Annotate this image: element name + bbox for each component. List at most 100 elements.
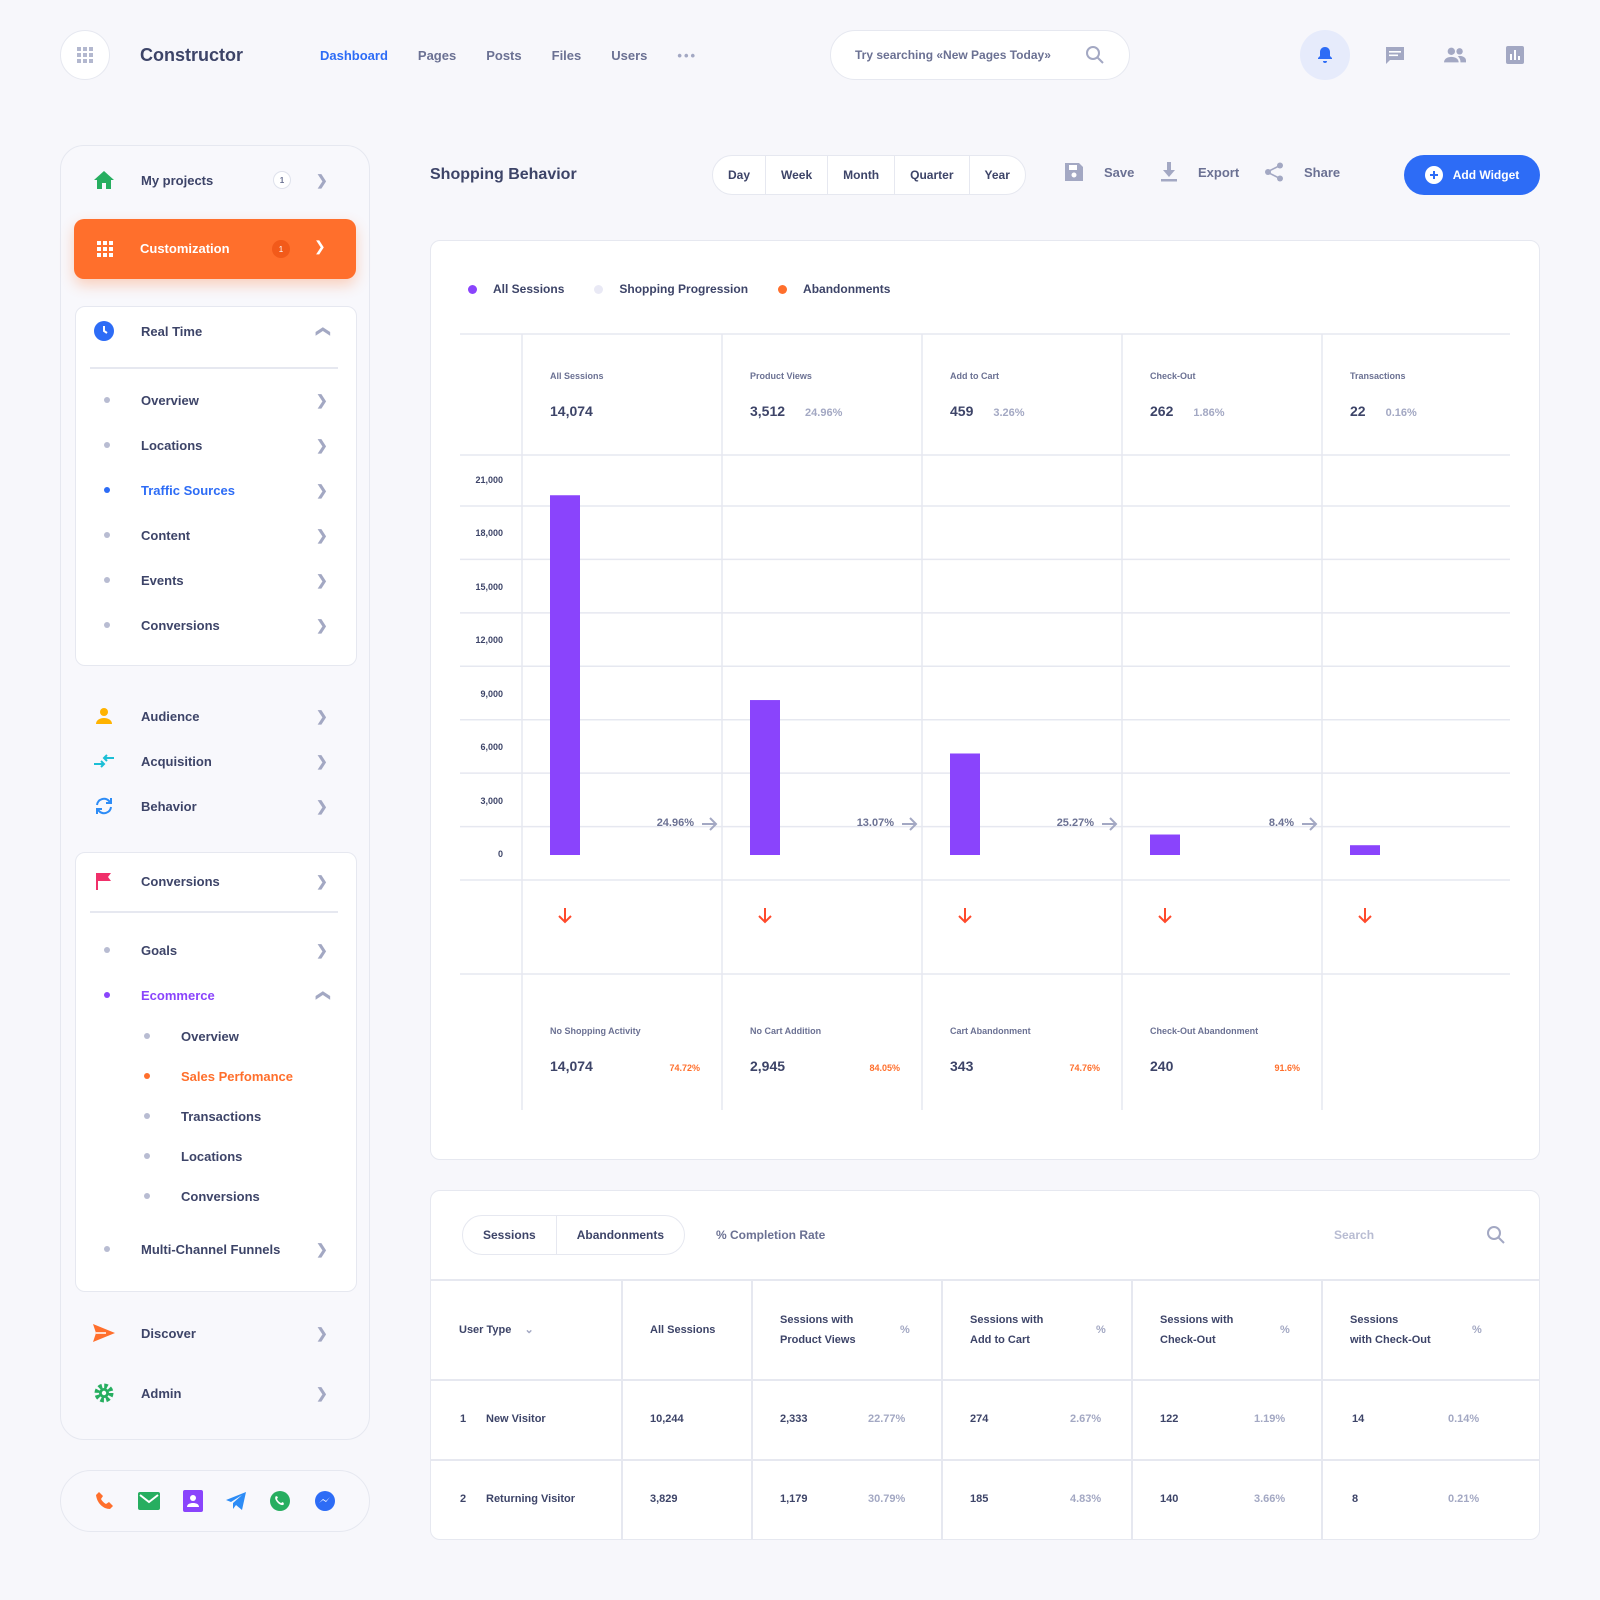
stage-header: Transactions 22 0.16% [1350, 371, 1417, 419]
table-cell: 2.67% [1070, 1413, 1102, 1425]
nav-files[interactable]: Files [551, 48, 582, 63]
sidebar-item-acquisition[interactable]: Acquisition ❯ [61, 739, 371, 783]
sidebar-item-customization[interactable]: Customization 1 ❯ [74, 219, 356, 279]
nav-dashboard[interactable]: Dashboard [320, 48, 388, 63]
legend-item[interactable]: All Sessions [468, 282, 564, 296]
period-day[interactable]: Day [713, 156, 767, 194]
col-header-add-to-cart[interactable]: Sessions with Add to Cart [970, 1314, 1044, 1346]
share-label: Share [1304, 164, 1341, 180]
sidebar-item-label: Multi-Channel Funnels [141, 1241, 281, 1257]
table-cell: 1 [460, 1413, 467, 1425]
period-year[interactable]: Year [984, 168, 1010, 182]
arrow-right-icon [702, 817, 718, 831]
bar-add-to-cart[interactable] [950, 753, 980, 855]
abandonment-percent: 91.6% [1274, 1063, 1300, 1073]
sidebar-item-rt-conversions[interactable]: Conversions ❯ [61, 603, 371, 647]
messenger-icon[interactable] [314, 1490, 336, 1512]
nav-posts[interactable]: Posts [486, 48, 522, 63]
whatsapp-icon[interactable] [269, 1490, 291, 1512]
stage-value: 22 [1350, 403, 1366, 419]
legend-item[interactable]: Abandonments [778, 282, 890, 296]
divider [90, 911, 338, 913]
sidebar-subitem-conversions[interactable]: Conversions [61, 1174, 371, 1218]
table-cell: 1,179 [780, 1493, 808, 1505]
nav-pages[interactable]: Pages [417, 48, 457, 63]
col-header-pct: % [900, 1324, 910, 1336]
sidebar-item-goals[interactable]: Goals ❯ [61, 928, 371, 972]
export-button[interactable]: Export [1160, 162, 1239, 182]
table-cell: 122 [1160, 1413, 1179, 1425]
save-button[interactable]: Save [1064, 162, 1134, 182]
more-icon[interactable]: ••• [677, 48, 698, 63]
conversions-group [75, 852, 357, 1292]
sidebar-item-locations[interactable]: Locations ❯ [61, 423, 371, 467]
table-search-input[interactable]: Search [1334, 1228, 1375, 1242]
bar-product-views[interactable] [750, 700, 780, 855]
sidebar-item-admin[interactable]: Admin ❯ [61, 1371, 371, 1415]
tab-sessions[interactable]: Sessions [463, 1216, 557, 1254]
col-header-with-check-out[interactable]: Sessions with Check-Out [1350, 1314, 1431, 1346]
sidebar-item-label: Audience [141, 708, 200, 724]
phone-icon[interactable] [95, 1491, 115, 1511]
sidebar-subitem-overview[interactable]: Overview [61, 1014, 371, 1058]
team-button[interactable] [1444, 44, 1466, 66]
notifications-button[interactable] [1300, 30, 1350, 80]
tab-abandonments[interactable]: Abandonments [576, 1228, 665, 1242]
global-search-input[interactable]: Try searching «New Pages Today» [830, 30, 1130, 80]
share-button[interactable]: Share [1264, 162, 1340, 182]
conversion-rate-label: 25.27% [1056, 817, 1094, 829]
sidebar-item-discover[interactable]: Discover ❯ [61, 1311, 371, 1355]
col-header-all-sessions[interactable]: All Sessions [650, 1324, 716, 1336]
add-widget-button[interactable]: Add Widget [1404, 155, 1540, 195]
sidebar-item-events[interactable]: Events ❯ [61, 558, 371, 602]
col-header-product-views[interactable]: Sessions with Product Views [780, 1314, 856, 1346]
sidebar-item-label: Behavior [141, 798, 197, 814]
period-week[interactable]: Week [766, 156, 829, 194]
sidebar-item-overview[interactable]: Overview ❯ [61, 378, 371, 422]
reports-button[interactable] [1504, 44, 1526, 66]
abandonment-percent: 74.76% [1069, 1063, 1100, 1073]
apps-menu-button[interactable] [60, 30, 110, 80]
sidebar-item-label: Real Time [141, 323, 203, 339]
col-header-user-type[interactable]: User Type ⌄ [459, 1324, 534, 1336]
bar-transactions[interactable] [1350, 845, 1380, 855]
shopping-behavior-card [430, 240, 1540, 1160]
sidebar-subitem-transactions[interactable]: Transactions [61, 1094, 371, 1138]
sidebar-subitem-locations[interactable]: Locations [61, 1134, 371, 1178]
contacts-icon[interactable] [182, 1490, 203, 1512]
sidebar-item-label: Ecommerce [141, 987, 215, 1003]
sidebar-item-multi-channel-funnels[interactable]: Multi-Channel Funnels ❯ [61, 1227, 371, 1271]
sidebar-item-real-time[interactable]: Real Time ❯ [61, 309, 371, 353]
abandonment-block: No Shopping Activity 14,074 74.72% [550, 1026, 700, 1074]
sidebar-item-audience[interactable]: Audience ❯ [61, 694, 371, 738]
mail-icon[interactable] [137, 1492, 160, 1510]
period-quarter[interactable]: Quarter [895, 156, 970, 194]
sidebar-subitem-sales-performance[interactable]: Sales Perfomance [61, 1054, 371, 1098]
grid-icon [77, 47, 93, 63]
nav-users[interactable]: Users [611, 48, 648, 63]
table-cell: 0.14% [1448, 1413, 1480, 1425]
completion-rate-link[interactable]: % Completion Rate [716, 1228, 826, 1242]
arrow-right-icon [1102, 817, 1118, 831]
table-cell: 3.66% [1254, 1493, 1286, 1505]
share-icon [1265, 162, 1283, 182]
stage-value: 262 [1150, 403, 1174, 419]
period-selector: Day Week Month Quarter Year [712, 155, 1026, 195]
sidebar-item-traffic-sources[interactable]: Traffic Sources ❯ [61, 468, 371, 512]
bar-check-out[interactable] [1150, 834, 1180, 855]
table-cell: 140 [1160, 1493, 1179, 1505]
telegram-icon[interactable] [225, 1492, 246, 1510]
legend-item[interactable]: Shopping Progression [594, 282, 748, 296]
search-icon[interactable] [1486, 1225, 1506, 1245]
sidebar-item-my-projects[interactable]: My projects 1 ❯ [61, 158, 371, 202]
sidebar-item-conversions[interactable]: Conversions ❯ [61, 859, 371, 903]
sidebar-item-behavior[interactable]: Behavior ❯ [61, 784, 371, 828]
col-header-check-out[interactable]: Sessions with Check-Out [1160, 1314, 1234, 1346]
sidebar-item-content[interactable]: Content ❯ [61, 513, 371, 557]
period-month[interactable]: Month [828, 156, 896, 194]
search-icon [1086, 46, 1104, 64]
bar-all-sessions[interactable] [550, 495, 580, 855]
messages-button[interactable] [1384, 44, 1406, 66]
sidebar-item-ecommerce[interactable]: Ecommerce ❯ [61, 973, 371, 1017]
